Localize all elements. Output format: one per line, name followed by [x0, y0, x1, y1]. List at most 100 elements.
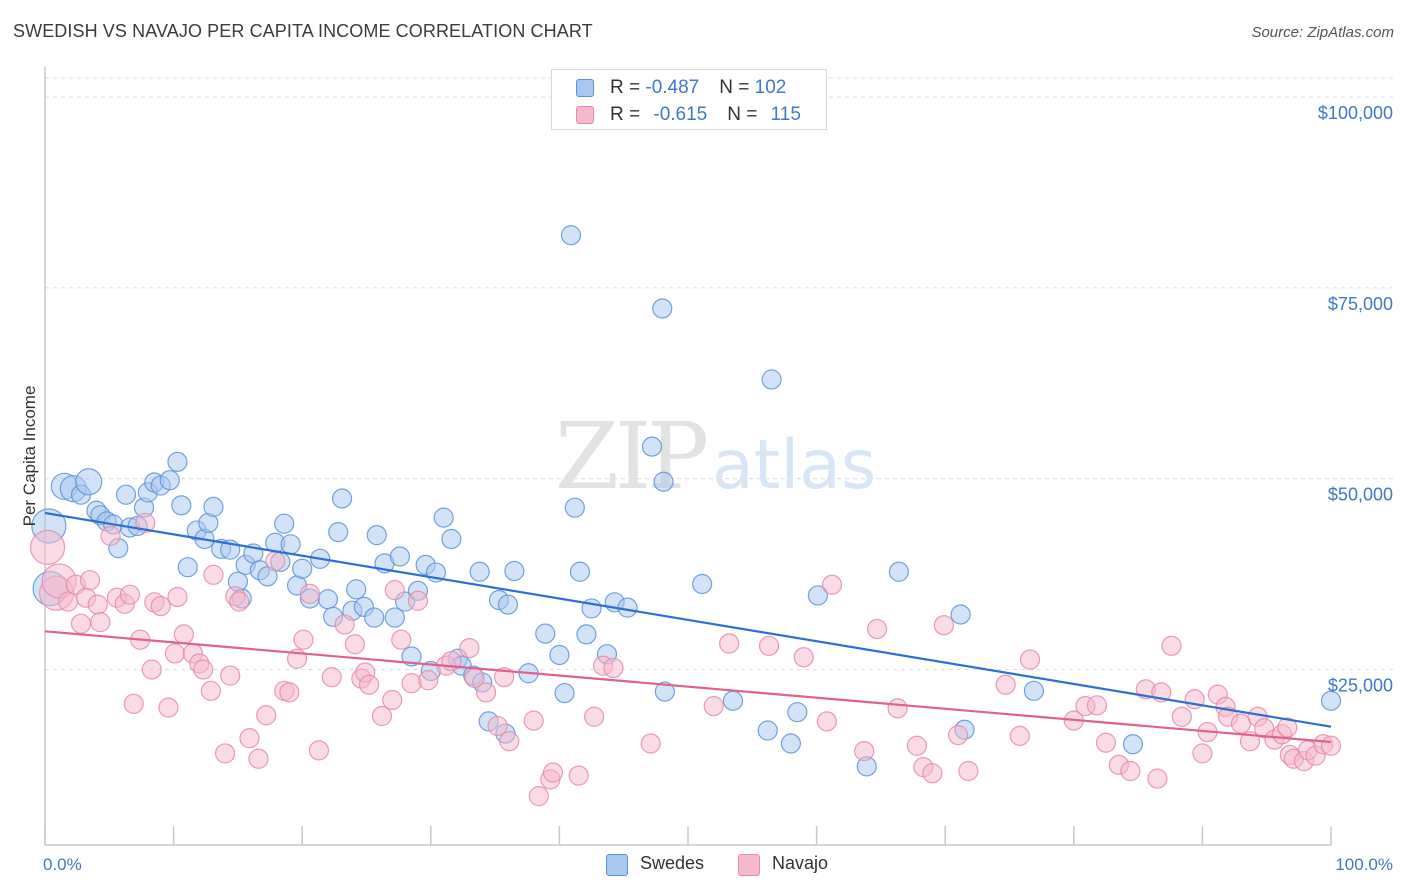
navajo-point — [265, 550, 286, 572]
navajo-point — [90, 612, 111, 633]
navajo-point — [542, 762, 564, 783]
navajo-point — [79, 570, 101, 591]
navajo-point — [193, 659, 214, 680]
swedes-point — [654, 681, 675, 702]
swedes-legend-swatch — [606, 854, 628, 876]
chart-title: SWEDISH VS NAVAJO PER CAPITA INCOME CORR… — [13, 21, 593, 41]
navajo-point — [334, 614, 355, 635]
navajo-point — [123, 693, 144, 714]
navajo-point — [933, 615, 955, 636]
swedes-legend-label: Swedes — [640, 853, 705, 873]
navajo-point — [499, 731, 520, 752]
navajo-point — [528, 786, 549, 807]
navajo-point — [200, 680, 221, 701]
navajo-point — [321, 666, 342, 688]
swedes-point — [159, 470, 180, 491]
navajo-point — [1120, 760, 1141, 782]
navajo-point — [584, 706, 605, 727]
navajo-point — [220, 665, 241, 686]
r-value-swedes: -0.487 — [645, 77, 700, 98]
navajo-point — [70, 613, 92, 634]
navajo-point — [475, 682, 497, 703]
navajo-point — [158, 697, 179, 718]
navajo-point — [1009, 725, 1030, 746]
navajo-point — [958, 760, 979, 782]
swedes-point — [535, 623, 556, 644]
swedes-point — [274, 513, 295, 534]
swedes-point — [576, 624, 597, 645]
swedes-point — [469, 561, 490, 582]
swedes-point — [328, 521, 349, 543]
navajo-point — [922, 763, 943, 784]
swedes-point — [346, 579, 367, 600]
navajo-point — [487, 715, 508, 737]
navajo-point — [947, 725, 969, 746]
swedes-trend-line — [44, 511, 1332, 728]
swedes-point — [441, 528, 462, 550]
swedes-point — [787, 702, 808, 723]
n-value-swedes: 102 — [754, 77, 787, 98]
swedes-point — [389, 546, 411, 567]
swedes-point — [497, 594, 519, 615]
swedes-point — [950, 604, 971, 625]
navajo-point — [640, 733, 661, 754]
navajo-point — [603, 657, 624, 679]
navajo-point — [995, 674, 1016, 695]
swedes-point — [1122, 734, 1144, 755]
navajo-point — [407, 590, 429, 611]
n-label: N = — [719, 77, 755, 98]
navajo-point — [344, 634, 366, 655]
watermark: ZIP atlas — [555, 403, 876, 510]
navajo-point — [1147, 768, 1168, 789]
navajo-point — [58, 591, 79, 612]
navajo-point — [135, 512, 156, 534]
navajo-point — [248, 748, 269, 769]
navajo-point — [821, 574, 843, 595]
navajo-point — [100, 525, 121, 547]
navajo-point — [568, 765, 589, 786]
series-legend: Swedes Navajo — [0, 852, 1406, 878]
swedes-point — [560, 225, 582, 246]
swedes-point — [807, 585, 828, 606]
navajo-point — [308, 740, 330, 761]
swedes-point — [364, 607, 385, 628]
navajo-point — [1086, 695, 1108, 716]
swedes-point — [757, 720, 778, 741]
navajo-series — [29, 512, 1342, 807]
trend-lines — [44, 511, 1332, 744]
navajo-point — [906, 735, 928, 756]
navajo-point — [459, 637, 480, 659]
swedes-point — [171, 495, 192, 516]
swedes-point — [653, 471, 674, 492]
swedes-point — [331, 488, 353, 509]
navajo-point — [719, 633, 740, 654]
swedes-point — [692, 573, 713, 595]
swedes-point — [1320, 690, 1342, 711]
swedes-point — [569, 561, 591, 582]
swedes-point — [564, 497, 585, 518]
swedes-point — [761, 369, 782, 390]
swedes-point — [317, 589, 339, 610]
navajo-point — [293, 629, 314, 650]
swedes-point — [722, 690, 744, 711]
navajo-point — [1019, 649, 1041, 670]
navajo-point — [1277, 717, 1298, 738]
navajo-point — [203, 564, 224, 585]
navajo-point — [87, 594, 108, 615]
swedes-point — [280, 534, 301, 555]
navajo-point — [164, 643, 185, 664]
navajo-point — [887, 698, 908, 719]
navajo-point — [401, 673, 422, 694]
swedes-swatch — [576, 79, 594, 97]
legend-row-navajo-text: R = -0.615 N = 115 — [610, 104, 801, 126]
navajo-point — [239, 728, 260, 749]
swedes-point — [384, 607, 405, 628]
swedes-point — [888, 561, 910, 582]
axes — [44, 66, 1332, 846]
watermark-atlas: atlas — [712, 426, 876, 505]
navajo-point — [1192, 743, 1213, 764]
navajo-point — [1320, 735, 1342, 756]
navajo-point — [173, 624, 194, 645]
navajo-point — [1171, 706, 1192, 727]
